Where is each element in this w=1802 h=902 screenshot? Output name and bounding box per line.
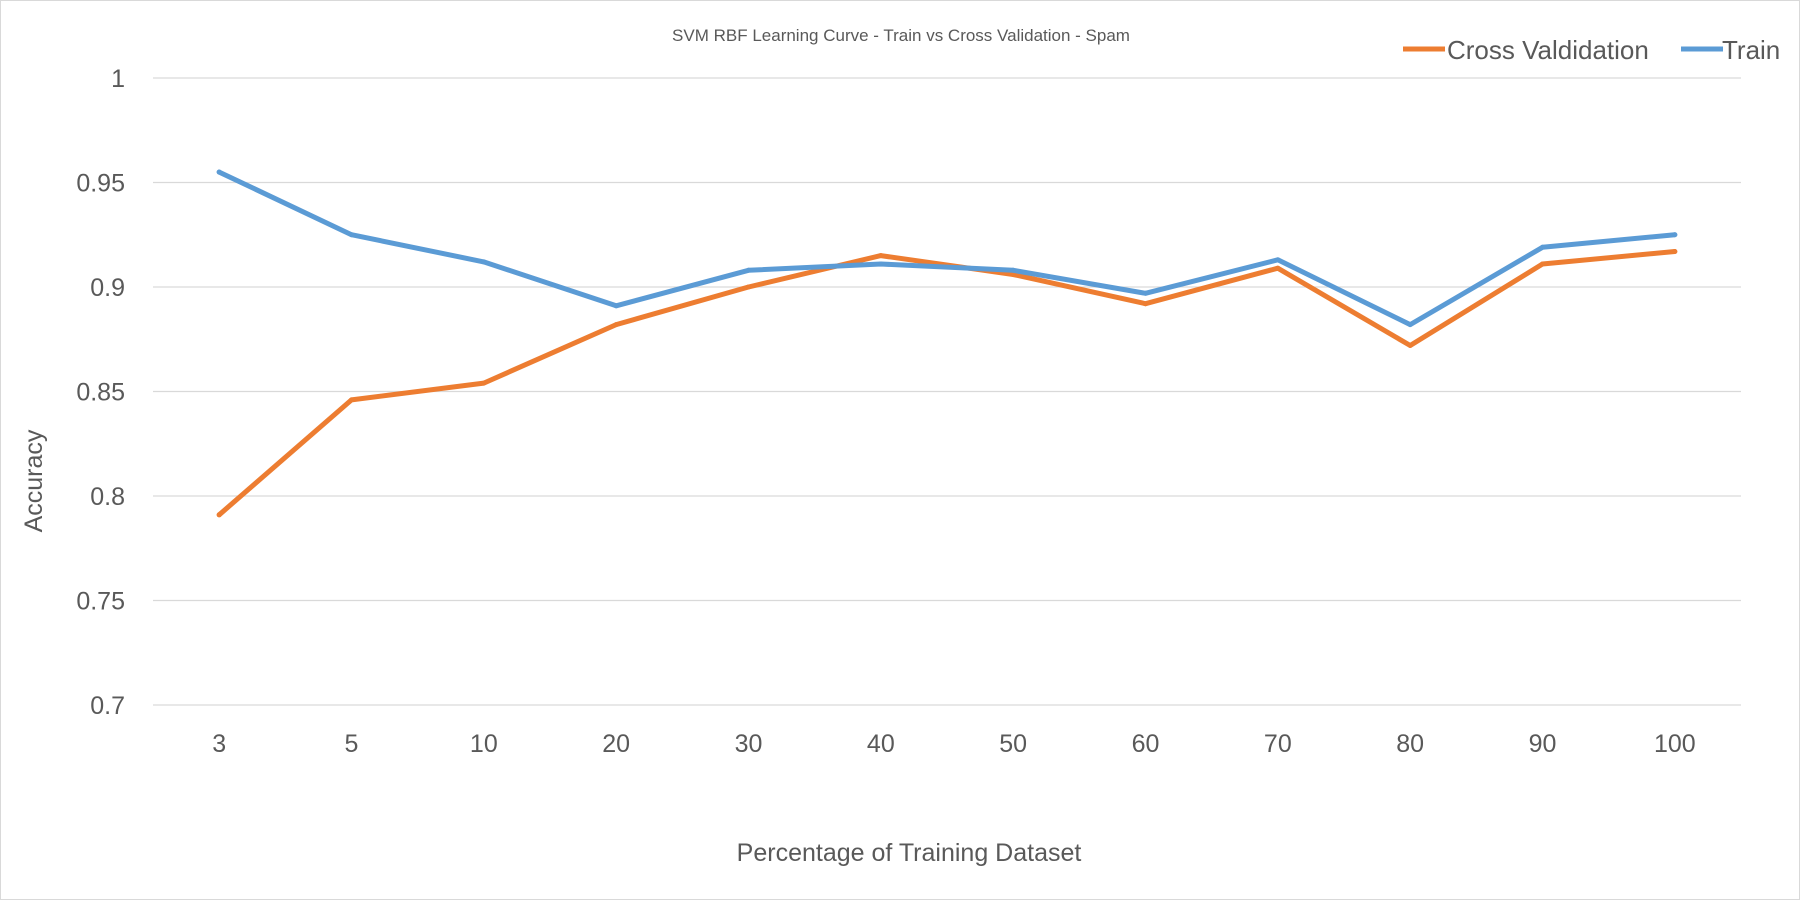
data-point (216, 169, 222, 175)
data-point (216, 512, 222, 518)
x-tick-label: 50 (999, 730, 1027, 758)
series-line-train (216, 169, 1678, 328)
x-tick-label: 20 (602, 730, 630, 758)
y-tick-label: 1 (111, 65, 125, 93)
data-point (613, 322, 619, 328)
x-tick-label: 70 (1264, 730, 1292, 758)
y-axis-title: Accuracy (20, 429, 48, 532)
grid-lines (153, 77, 1741, 706)
x-tick-label: 40 (867, 730, 895, 758)
data-point (878, 253, 884, 259)
data-point (349, 232, 354, 238)
data-point (349, 397, 354, 403)
y-axis-ticks: 0.7 0.75 0.8 0.85 0.9 0.95 1 (76, 65, 125, 720)
series-lines (216, 169, 1678, 518)
data-point (481, 259, 487, 265)
data-point (1143, 301, 1148, 307)
legend: Cross Valdidation Train (1403, 35, 1780, 65)
x-tick-label: 10 (470, 730, 498, 758)
y-tick-label: 0.7 (90, 692, 125, 720)
data-point (613, 303, 619, 309)
data-point (1540, 261, 1545, 267)
x-tick-label: 30 (735, 730, 763, 758)
x-axis-ticks: 3 5 10 20 30 40 50 60 70 80 90 100 (212, 730, 1695, 758)
data-point (1275, 265, 1281, 271)
y-tick-label: 0.75 (76, 588, 125, 616)
x-tick-label: 90 (1529, 730, 1557, 758)
data-point (878, 261, 884, 267)
data-point (1143, 290, 1148, 296)
data-point (746, 267, 751, 273)
x-tick-label: 60 (1132, 730, 1160, 758)
data-point (1407, 343, 1413, 349)
y-tick-label: 0.9 (90, 274, 125, 302)
chart-title: SVM RBF Learning Curve - Train vs Cross … (672, 26, 1130, 45)
data-point (1010, 271, 1016, 277)
y-tick-label: 0.8 (90, 483, 125, 511)
data-point (1275, 257, 1281, 263)
y-tick-label: 0.85 (76, 379, 125, 407)
data-point (746, 284, 751, 290)
legend-label: Cross Valdidation (1447, 35, 1649, 65)
x-tick-label: 5 (345, 730, 359, 758)
data-point (1010, 267, 1016, 273)
x-tick-label: 80 (1396, 730, 1424, 758)
x-axis-title: Percentage of Training Dataset (737, 839, 1082, 867)
data-point (1672, 248, 1678, 254)
y-tick-label: 0.95 (76, 170, 125, 198)
data-point (1407, 322, 1413, 328)
legend-label: Train (1722, 35, 1780, 65)
x-tick-label: 3 (212, 730, 226, 758)
data-point (1540, 244, 1545, 250)
series-line-cross-validation (216, 249, 1678, 518)
x-tick-label: 100 (1654, 730, 1696, 758)
data-point (481, 380, 487, 386)
data-point (1672, 232, 1678, 238)
